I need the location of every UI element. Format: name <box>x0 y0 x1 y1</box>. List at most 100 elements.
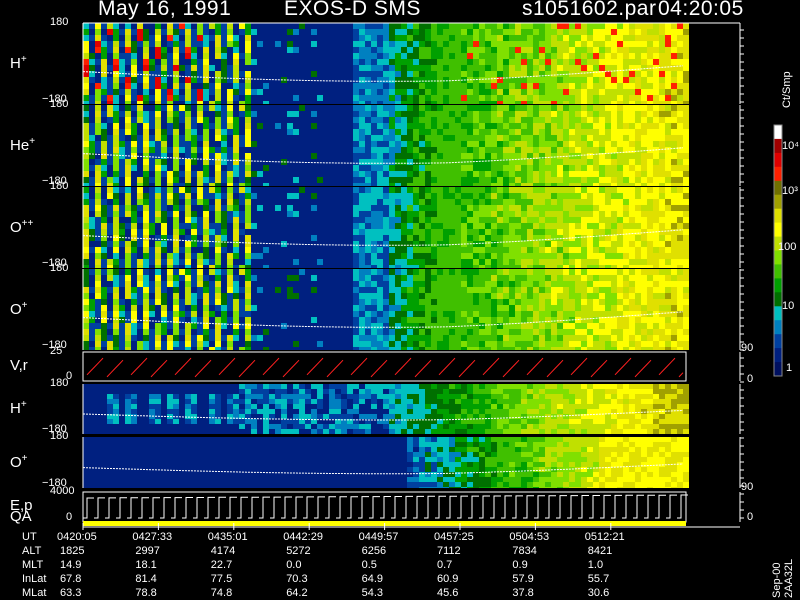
ephemeris-row-ut: UT 0420:05 0427:33 0435:01 0442:29 0449:57 045… <box>0 531 800 546</box>
panel-label-2: He+ <box>10 136 35 154</box>
panel-top-tick: 4000 <box>50 485 75 497</box>
colorbar-label-1e3: 10³ <box>782 185 798 197</box>
colorbar-frame <box>773 124 783 377</box>
qa-label: QA <box>10 508 32 525</box>
panel-label-8: E,p <box>10 497 33 514</box>
ephemeris-cell: 30.6 <box>587 587 610 599</box>
ephemeris-cell: 0457:25 <box>434 531 474 543</box>
ephemeris-cell: 18.1 <box>135 559 157 571</box>
ephemeris-cell: 2997 <box>135 545 160 557</box>
ephemeris-cell: 22.7 <box>210 559 233 571</box>
panel-bottom-tick: −180 <box>42 339 67 351</box>
vr-right-top: 90 <box>741 342 754 354</box>
colorbar-segment <box>774 152 782 168</box>
ephemeris-cell: 60.9 <box>437 573 459 585</box>
panel-bottom-tick: −180 <box>42 175 67 187</box>
panel-label-text: O <box>10 218 22 236</box>
ephemeris-row-name: UT <box>22 531 37 543</box>
ephemeris-row-name: MLat <box>22 587 47 599</box>
colorbar-segment <box>774 264 782 279</box>
vr-right-bottom: 0 <box>747 373 754 385</box>
ephemeris-cell: 57.9 <box>512 573 534 585</box>
ephemeris-cell: 1825 <box>60 545 85 557</box>
colorbar-unit: Ct/Smp <box>781 71 793 108</box>
colorbar-segment <box>774 292 782 307</box>
ephemeris-cell: 77.5 <box>210 573 233 585</box>
ephemeris-cell: 0435:01 <box>207 531 248 543</box>
panel-5 <box>83 352 741 382</box>
panel-7 <box>82 437 741 488</box>
ephemeris-cell: 6256 <box>361 545 387 557</box>
colorbar-segment <box>774 208 782 224</box>
panel-label-text: O <box>10 300 22 318</box>
panel-label-text: H <box>10 400 21 417</box>
panel-bottom-tick: 0 <box>66 370 73 382</box>
panel-label-text: H <box>10 54 21 72</box>
panel-label-text: O <box>10 453 22 471</box>
ephemeris-row-name: ALT <box>22 545 42 557</box>
colorbar-segment <box>774 320 782 335</box>
ephemeris-row-mlat: MLat 63.3 78.8 74.8 64.2 54.3 45.6 37.8 30.6 <box>0 587 800 600</box>
panel-label-4: O+ <box>10 300 28 318</box>
ephemeris-cell: 0504:53 <box>509 531 550 543</box>
panel-label-sup: + <box>21 452 28 464</box>
ephemeris-cell: 37.8 <box>512 587 534 599</box>
ep-right-bottom: 0 <box>747 511 754 523</box>
ephemeris-row-name: MLT <box>22 559 44 571</box>
panel-bottom-tick: −180 <box>42 257 67 269</box>
panel-bottom-tick: 0 <box>66 511 73 523</box>
ephemeris-cell: 0.9 <box>512 559 528 571</box>
panel-label-sup: ++ <box>21 217 34 229</box>
ephemeris-cell: 70.3 <box>286 573 308 585</box>
ephemeris-cell: 0.7 <box>437 559 453 571</box>
panel-4 <box>82 269 741 350</box>
ephemeris-cell: 0449:57 <box>358 531 399 543</box>
ep-right-top: 90 <box>741 481 754 493</box>
panel-label-7: O+ <box>10 453 28 471</box>
ephemeris-cell: 55.7 <box>587 573 610 585</box>
colorbar-segment <box>774 348 782 363</box>
ephemeris-cell: 5272 <box>286 545 311 557</box>
ephemeris-cell: 0442:29 <box>283 531 323 543</box>
panel-bottom-tick: −180 <box>42 93 67 105</box>
header-instrument: EXOS-D SMS <box>284 0 421 20</box>
panel-top-tick: 180 <box>50 180 69 192</box>
panel-label-text: E,p <box>10 497 33 514</box>
header-date: May 16, 1991 <box>98 0 232 20</box>
panel-label-1: H+ <box>10 54 27 72</box>
colorbar-label-100: 100 <box>778 241 797 253</box>
colorbar-segment <box>774 222 782 237</box>
ephemeris-cell: 45.6 <box>437 587 459 599</box>
panel-label-sup: + <box>20 53 27 65</box>
colorbar-segment <box>774 125 782 140</box>
panel-label-text: He <box>10 136 30 154</box>
ephemeris-cell: 7112 <box>437 545 461 557</box>
panel-label-3: O++ <box>10 218 33 236</box>
ephemeris-cell: 14.9 <box>60 559 82 571</box>
panel-top-tick: 180 <box>50 16 69 28</box>
ephemeris-cell: 81.4 <box>135 573 157 585</box>
colorbar-segment <box>774 236 782 251</box>
ephemeris-cell: 64.2 <box>286 587 308 599</box>
colorbar-segment <box>774 306 782 321</box>
panel-2 <box>82 105 741 186</box>
ephemeris-cell: 63.3 <box>60 587 82 599</box>
colorbar-label-10: 10 <box>782 300 795 312</box>
ephemeris-row-alt: ALT 1825 2997 4174 5272 6256 7112 7834 8421 <box>0 545 800 560</box>
colorbar-label-1: 1 <box>786 362 793 374</box>
panel-bottom-tick: −180 <box>42 477 67 489</box>
ephemeris-cell: 64.9 <box>361 573 384 585</box>
ephemeris-cell: 74.8 <box>210 587 233 599</box>
panel-6 <box>82 384 741 434</box>
panel-label-sup: + <box>29 135 36 147</box>
ephemeris-cell: 78.8 <box>135 587 157 599</box>
panel-top-tick: 180 <box>50 430 69 442</box>
ephemeris-cell: 4174 <box>210 545 236 557</box>
colorbar-segment <box>774 194 782 210</box>
ephemeris-cell: 1.0 <box>587 559 604 571</box>
colorbar-segment <box>774 334 782 349</box>
ephemeris-cell: 54.3 <box>361 587 384 599</box>
colorbar-label-1e4: 10⁴ <box>782 140 799 152</box>
ephemeris-row-mlt: MLT 14.9 18.1 22.7 0.0 0.5 0.7 0.9 1.0 <box>0 559 800 574</box>
